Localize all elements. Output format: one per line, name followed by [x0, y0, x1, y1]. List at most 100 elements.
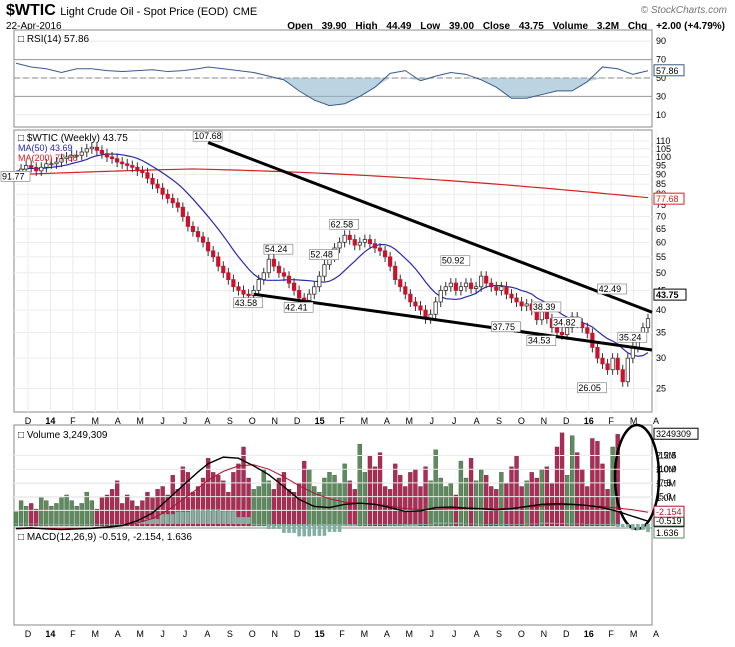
macd-histogram-bar: [211, 509, 215, 525]
candle-body: [620, 369, 625, 383]
macd-histogram-bar: [201, 509, 205, 525]
price-annotation-box: [309, 249, 339, 260]
volume-bar: [195, 486, 201, 527]
macd-histogram-bar: [150, 519, 155, 525]
macd-histogram-bar: [585, 524, 590, 525]
candle-body: [291, 282, 297, 291]
macd-x-tick-label: F: [339, 629, 345, 639]
rsi-title: □ RSI(14) 57.86: [18, 34, 90, 45]
macd-histogram-bar: [14, 523, 18, 525]
volume-bar: [595, 441, 600, 527]
price-annotation-box: [491, 321, 521, 333]
price-annotation: 91.77: [2, 171, 25, 181]
candle-body: [388, 256, 393, 267]
macd-histogram-bar: [474, 523, 478, 525]
price-tick-label: 55: [656, 252, 666, 262]
chg-value: +2.00 (+4.79%): [656, 21, 725, 32]
macd-x-tick-label: M: [406, 629, 414, 639]
volume-bar: [564, 475, 570, 527]
candle-body: [554, 327, 560, 333]
candle-body: [180, 206, 185, 217]
candle-body: [236, 286, 241, 291]
price-annotation: 38.39: [533, 302, 556, 312]
macd-histogram-bar: [484, 524, 489, 525]
price-annotation-box: [551, 316, 582, 328]
volume-bar: [514, 455, 519, 527]
volume-bar: [448, 483, 453, 527]
rsi-tick-label: 30: [656, 91, 666, 101]
candle-body: [382, 250, 388, 258]
upper-trendline: [207, 141, 653, 314]
volume-value: 3.2M: [596, 21, 620, 32]
rsi-tick-label: 10: [656, 110, 666, 120]
candle-body: [99, 149, 105, 155]
price-tick-label: 105: [656, 144, 671, 154]
price-title: □ $WTIC (Weekly) 43.75: [18, 133, 128, 144]
price-x-tick-label: M: [630, 416, 638, 426]
volume-bar: [352, 489, 357, 527]
macd-histogram-bar: [489, 524, 494, 525]
price-x-tick-label: F: [70, 416, 76, 426]
volume-bar: [575, 452, 580, 527]
volume-bar: [281, 472, 287, 527]
chart-date: 22-Apr-2016: [6, 21, 62, 32]
chart-symbol: $WTIC Light Crude Oil - Spot Price (EOD)…: [6, 2, 257, 20]
volume-bar: [529, 472, 534, 527]
macd-histogram-bar: [529, 523, 534, 525]
macd-last-label: -0.519: [656, 516, 682, 526]
candle-body: [645, 318, 651, 329]
macd-histogram-bar: [256, 524, 261, 526]
candle-body: [448, 282, 453, 288]
macd-x-tick-label: A: [115, 629, 121, 639]
macd-histogram-bar: [49, 524, 54, 525]
volume-bar: [413, 469, 418, 527]
macd-histogram-bar: [393, 524, 397, 526]
volume-bar: [554, 446, 560, 527]
macd-histogram-bar: [24, 523, 28, 525]
candle-body: [130, 165, 135, 168]
volume-bar: [109, 489, 115, 527]
candle-body: [115, 158, 120, 163]
volume-bar: [342, 463, 347, 527]
macd-histogram-bar: [90, 524, 94, 525]
volume-bar: [74, 506, 79, 527]
price-tick-label: 95: [656, 161, 666, 171]
macd-histogram-bar: [378, 524, 382, 525]
candle-body: [610, 357, 615, 371]
candle-body: [377, 247, 383, 252]
volume-bar: [79, 503, 84, 527]
candle-body: [261, 272, 266, 281]
macd-histogram-bar: [368, 524, 372, 525]
open-label: Open: [287, 21, 313, 32]
candle-body: [120, 161, 125, 165]
volume-bar: [23, 506, 29, 527]
candle-body: [79, 151, 84, 156]
macd-x-tick-label: A: [384, 629, 390, 639]
macd-histogram-bar: [625, 524, 630, 527]
candle-body: [398, 279, 403, 288]
price-annotation-box: [263, 243, 294, 255]
macd-histogram-bar: [509, 524, 514, 525]
symbol-label: $WTIC: [6, 2, 56, 19]
candle-body: [625, 357, 630, 383]
candle-body: [185, 216, 191, 227]
macd-histogram-bar: [170, 514, 175, 525]
macd-x-tick-label: A: [474, 629, 480, 639]
low-label: Low: [420, 21, 441, 32]
candle-body: [494, 286, 499, 291]
volume-bar: [170, 475, 175, 527]
macd-histogram-bar: [332, 524, 337, 532]
macd-histogram-bar: [110, 524, 114, 525]
open-value: 39.90: [321, 21, 347, 32]
candle-body: [367, 239, 373, 245]
volume-tick-label: 2.5M: [656, 450, 676, 460]
macd-histogram-bar: [352, 524, 357, 527]
macd-x-tick-label: J: [160, 629, 165, 639]
price-x-tick-label: S: [496, 416, 502, 426]
candle-body: [489, 282, 494, 288]
macd-histogram-bar: [494, 524, 499, 526]
macd-histogram-bar: [261, 524, 266, 526]
volume-bar: [49, 506, 54, 527]
volume-bar: [205, 458, 211, 527]
macd-line: [15, 456, 649, 531]
